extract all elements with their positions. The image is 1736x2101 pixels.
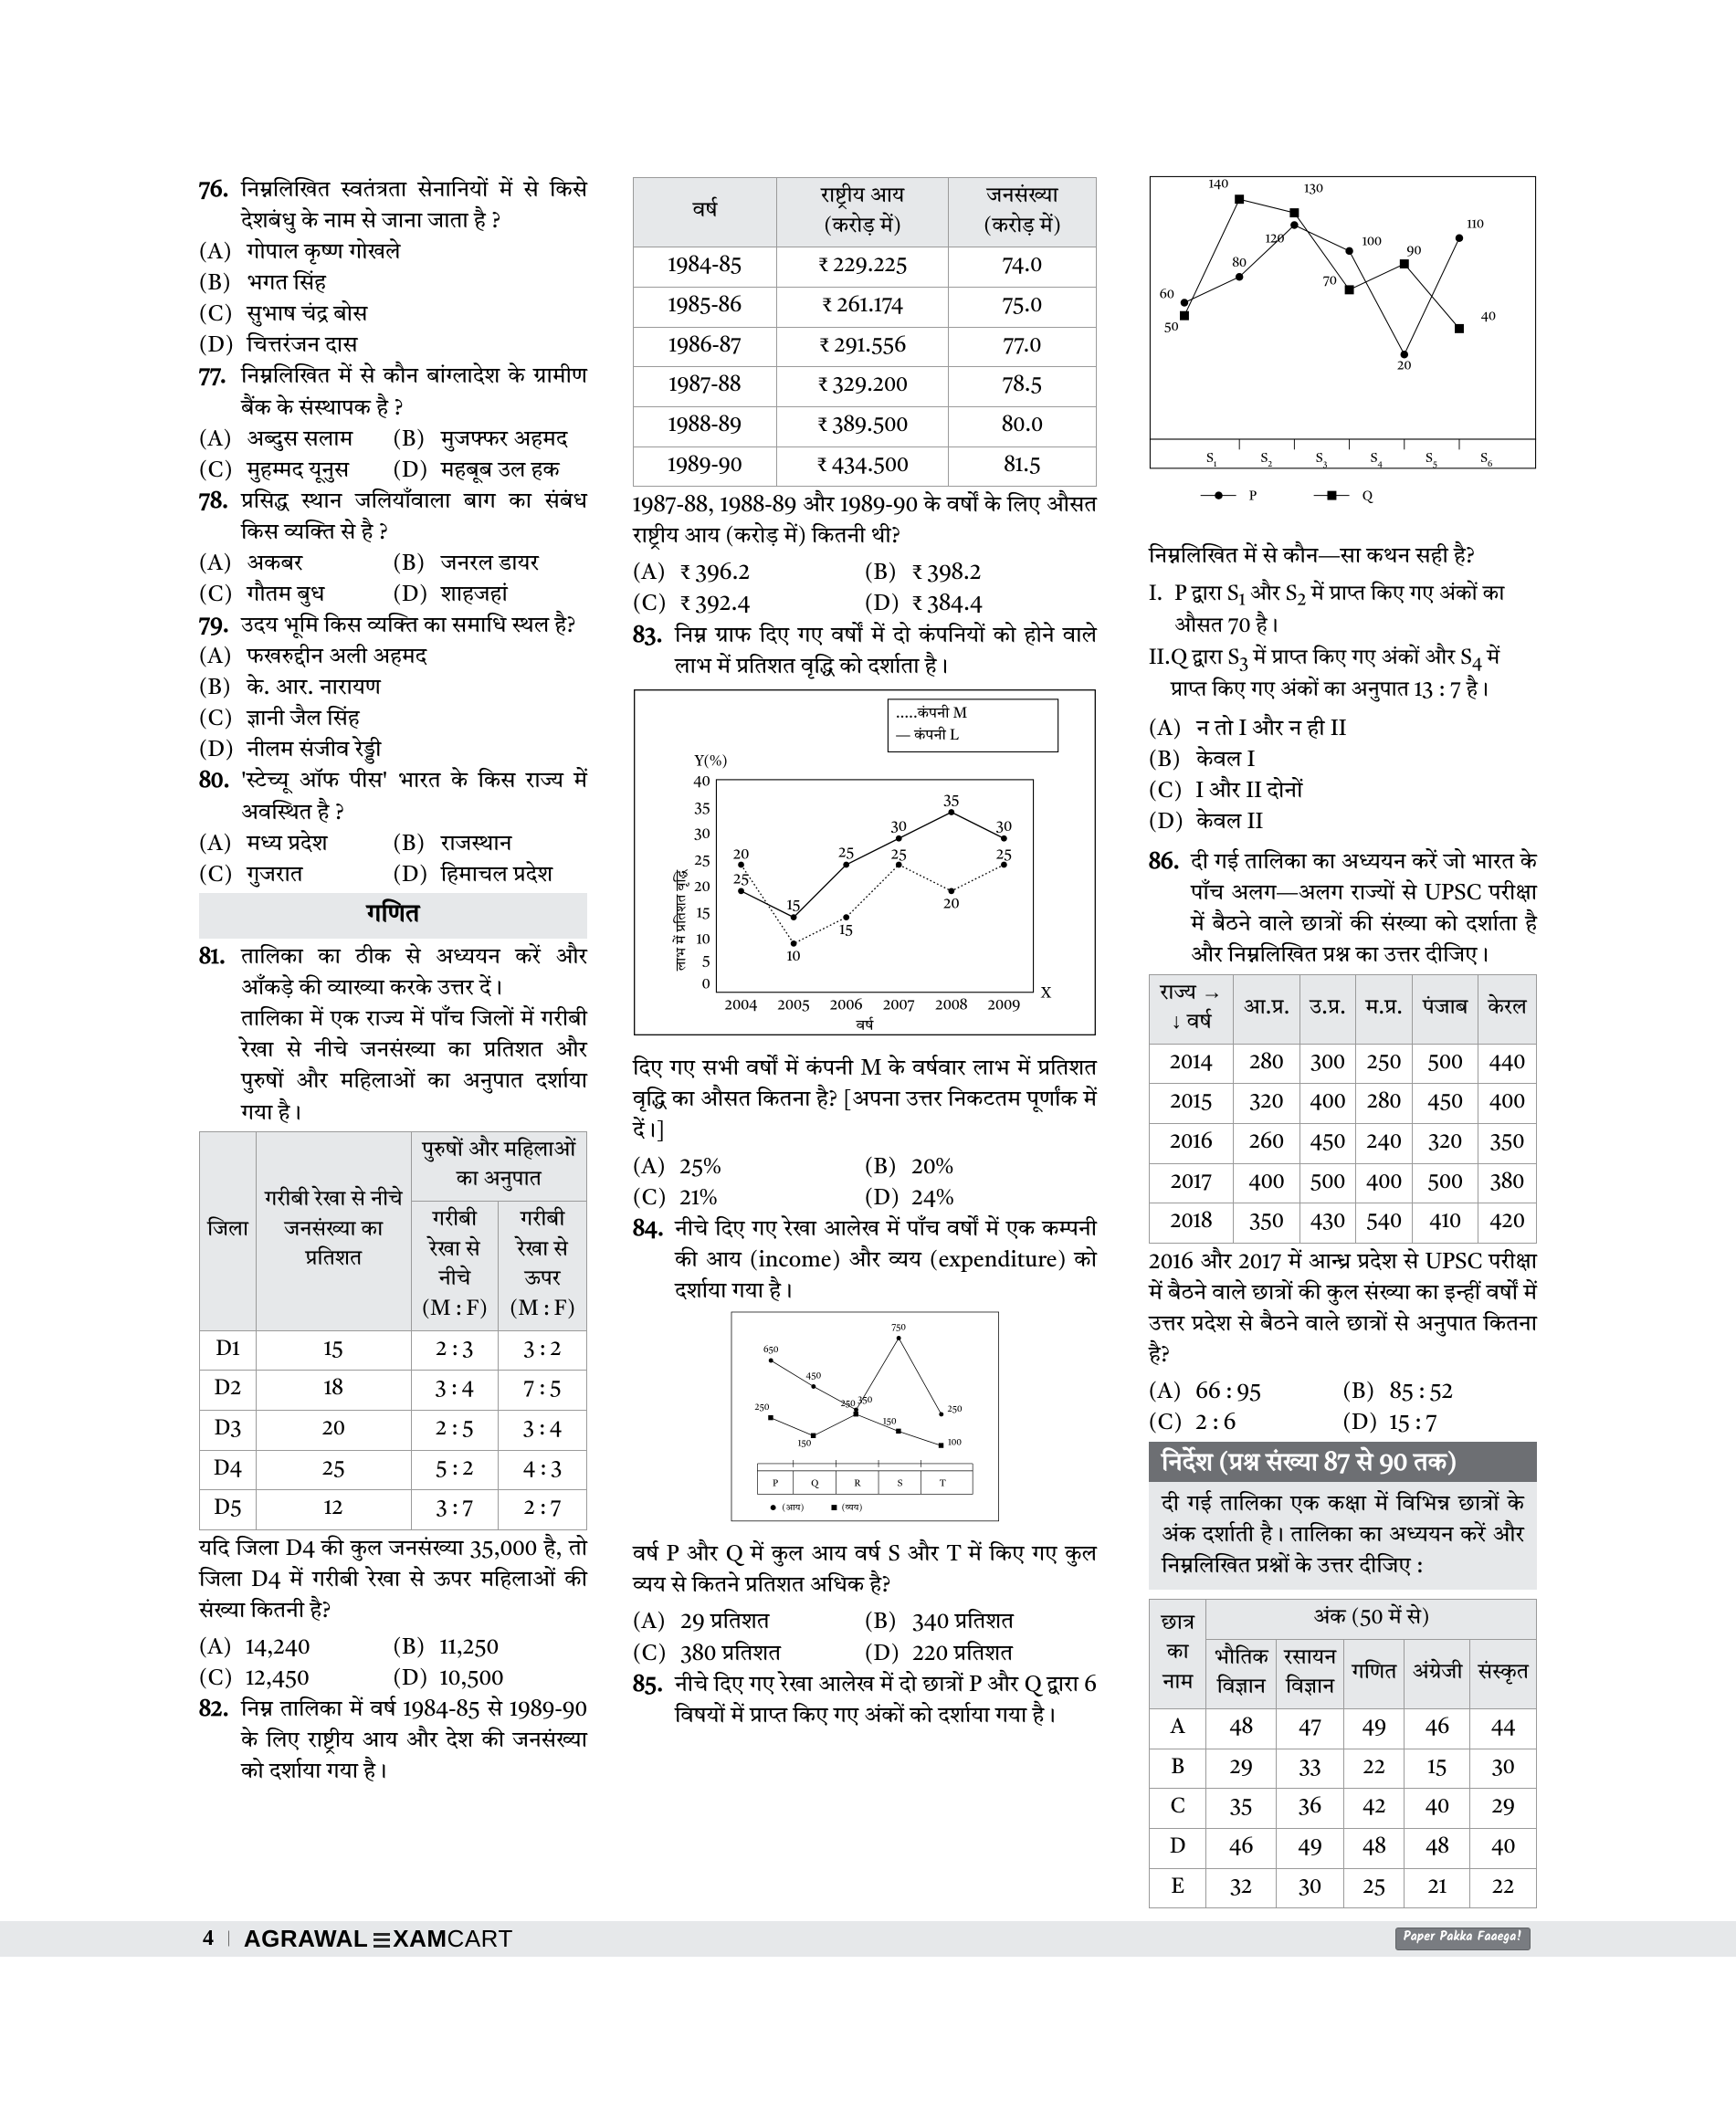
svg-text:250: 250 — [754, 1403, 770, 1413]
svg-text:650: 650 — [763, 1346, 779, 1356]
svg-text:150: 150 — [883, 1418, 897, 1427]
svg-text:2004: 2004 — [725, 998, 758, 1013]
svg-text:R: R — [854, 1479, 861, 1489]
svg-text:2006: 2006 — [830, 998, 863, 1013]
svg-text:20: 20 — [1397, 360, 1412, 373]
svg-text:25: 25 — [996, 847, 1012, 862]
svg-text:25: 25 — [838, 846, 854, 860]
svg-text:120: 120 — [1266, 234, 1285, 247]
svg-text:10: 10 — [697, 932, 710, 947]
svg-text:60: 60 — [1160, 289, 1174, 302]
svg-text:250: 250 — [947, 1405, 963, 1414]
svg-text:25: 25 — [733, 872, 749, 887]
svg-text:100: 100 — [1362, 236, 1382, 248]
svg-text:15: 15 — [787, 898, 801, 913]
svg-text:0: 0 — [702, 977, 710, 992]
svg-text:T: T — [939, 1479, 945, 1489]
svg-text:20: 20 — [733, 847, 750, 862]
svg-text:20: 20 — [943, 897, 960, 911]
svg-text:100: 100 — [948, 1439, 962, 1448]
svg-text:80: 80 — [1232, 257, 1247, 270]
svg-text:लाभ में प्रतिशत वृद्धि: लाभ में प्रतिशत वृद्धि — [672, 868, 690, 972]
svg-text:X: X — [1040, 986, 1052, 1001]
svg-text:— कंपनी L: — कंपनी L — [896, 726, 959, 743]
svg-text:130: 130 — [1304, 183, 1323, 195]
svg-text:35: 35 — [694, 801, 710, 815]
svg-text:40: 40 — [1481, 311, 1496, 324]
svg-text:40: 40 — [693, 774, 710, 789]
svg-text:(व्यय): (व्यय) — [841, 1503, 862, 1513]
svg-text:S2: S2 — [1261, 452, 1273, 469]
svg-text:30: 30 — [996, 820, 1012, 835]
svg-text:25: 25 — [891, 847, 907, 862]
svg-text:P: P — [773, 1479, 778, 1489]
svg-text:S1: S1 — [1206, 452, 1217, 469]
svg-text:2007: 2007 — [883, 998, 915, 1013]
svg-text:150: 150 — [797, 1440, 811, 1449]
svg-text:(आय): (आय) — [782, 1503, 804, 1513]
svg-text:50: 50 — [1164, 321, 1179, 334]
svg-text:2008: 2008 — [935, 998, 968, 1013]
svg-text:P: P — [1249, 491, 1257, 504]
svg-text:.....कंपनी M: .....कंपनी M — [896, 704, 968, 721]
svg-text:S5: S5 — [1426, 452, 1437, 469]
svg-text:140: 140 — [1209, 178, 1228, 191]
svg-text:Y(%): Y(%) — [694, 753, 728, 769]
svg-text:S3: S3 — [1316, 452, 1328, 469]
svg-text:35: 35 — [943, 793, 959, 808]
svg-text:70: 70 — [1323, 276, 1337, 289]
svg-text:250: 250 — [840, 1401, 856, 1410]
svg-text:S: S — [897, 1479, 902, 1489]
svg-text:वर्ष: वर्ष — [856, 1016, 875, 1034]
svg-text:2005: 2005 — [777, 998, 809, 1013]
svg-text:5: 5 — [702, 954, 710, 969]
svg-text:S6: S6 — [1480, 452, 1492, 469]
svg-text:20: 20 — [694, 880, 710, 895]
svg-text:15: 15 — [697, 906, 710, 920]
svg-text:15: 15 — [839, 923, 853, 938]
svg-text:10: 10 — [787, 950, 801, 964]
svg-text:450: 450 — [805, 1372, 821, 1381]
svg-text:25: 25 — [694, 854, 710, 868]
svg-text:350: 350 — [857, 1397, 872, 1406]
svg-text:S4: S4 — [1371, 452, 1384, 469]
svg-text:2009: 2009 — [988, 998, 1021, 1013]
svg-text:30: 30 — [694, 827, 710, 842]
svg-text:90: 90 — [1406, 245, 1421, 257]
svg-text:110: 110 — [1467, 218, 1484, 231]
svg-text:Q: Q — [811, 1479, 819, 1489]
svg-text:750: 750 — [891, 1324, 906, 1333]
svg-text:30: 30 — [891, 820, 907, 835]
svg-text:Q: Q — [1362, 491, 1374, 504]
